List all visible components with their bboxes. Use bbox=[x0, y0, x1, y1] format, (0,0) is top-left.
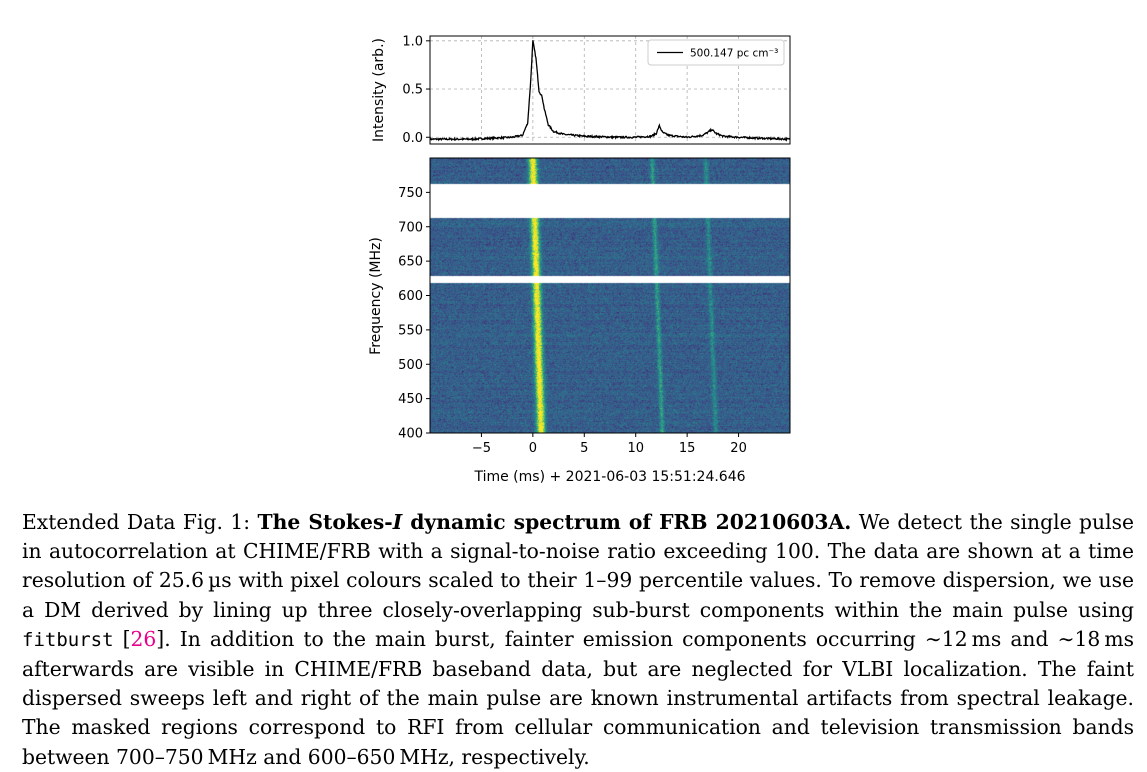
caption-label: Extended Data Fig. 1: bbox=[22, 510, 251, 534]
figure: 0.0 0.5 1.0 Intensity (arb.) 500.147 pc cm… bbox=[368, 34, 791, 485]
spectrum-x-tick-label: 15 bbox=[679, 441, 696, 456]
caption-body-2: . In addition to the main burst, fainter… bbox=[22, 626, 1135, 769]
spectrum-y-tick-label: 450 bbox=[398, 392, 423, 407]
spectrum-y-tick-label: 550 bbox=[398, 323, 423, 338]
figure-svg: 0.0 0.5 1.0 Intensity (arb.) 500.147 pc cm… bbox=[368, 34, 791, 485]
spectrum-y-tick-label: 700 bbox=[398, 220, 423, 235]
caption-title: The Stokes-I dynamic spectrum of FRB 202… bbox=[258, 510, 852, 534]
legend-entry: 500.147 pc cm⁻³ bbox=[690, 48, 778, 60]
profile-y-axis-label: Intensity (arb.) bbox=[371, 38, 387, 142]
spectrum-x-tick-label: 20 bbox=[730, 441, 747, 456]
profile-y-ticks: 0.0 0.5 1.0 bbox=[402, 34, 430, 146]
spectrum-x-tick-label: 0 bbox=[529, 441, 537, 456]
spectrum-y-tick-label: 500 bbox=[398, 358, 423, 373]
legend-box bbox=[647, 39, 785, 66]
caption-reference-link[interactable]: 26 bbox=[130, 626, 157, 651]
spectrum-x-ticks: −5 0 5 10 15 20 bbox=[472, 433, 747, 456]
caption-ref-open: [ bbox=[113, 626, 131, 651]
spectrum-x-tick-label: 10 bbox=[627, 441, 644, 456]
spectrum-y-tick-label: 400 bbox=[398, 427, 423, 442]
spectrum-y-tick-label: 650 bbox=[398, 255, 423, 270]
caption-title-prefix: The Stokes- bbox=[257, 510, 393, 534]
spectrum-x-tick-label: −5 bbox=[472, 441, 491, 456]
spectrum-y-axis-label: Frequency (MHz) bbox=[368, 237, 384, 355]
figure-caption: Extended Data Fig. 1: The Stokes-I dynam… bbox=[22, 508, 1134, 772]
dynamic-spectrum-heatmap bbox=[430, 158, 790, 433]
caption-ref-close: ] bbox=[156, 626, 165, 651]
profile-series-line bbox=[430, 40, 790, 142]
caption-title-italic: I bbox=[392, 510, 403, 534]
profile-legend: 500.147 pc cm⁻³ bbox=[647, 39, 785, 66]
caption-title-suffix: dynamic spectrum of FRB 20210603A. bbox=[402, 510, 852, 534]
caption-code: fitburst bbox=[22, 628, 114, 651]
caption-body-1: We detect the single pulse in autocorrel… bbox=[22, 510, 1134, 622]
pulse-profile-panel: 0.0 0.5 1.0 Intensity (arb.) 500.147 pc cm… bbox=[371, 34, 791, 146]
profile-y-tick-label: 0.5 bbox=[402, 83, 423, 98]
dynamic-spectrum-panel: −5 0 5 10 15 20 400 450 500 550 600 650 700 750 Time… bbox=[368, 157, 791, 485]
spectrum-y-tick-label: 750 bbox=[398, 186, 423, 201]
profile-y-tick-label: 1.0 bbox=[402, 34, 423, 49]
spectrum-y-tick-label: 600 bbox=[398, 289, 423, 304]
spectrum-x-axis-label: Time (ms) + 2021-06-03 15:51:24.646 bbox=[473, 469, 745, 485]
spectrum-x-tick-label: 5 bbox=[580, 441, 588, 456]
profile-y-tick-label: 0.0 bbox=[402, 131, 423, 146]
spectrum-y-ticks: 400 450 500 550 600 650 700 750 bbox=[398, 186, 430, 442]
profile-frame bbox=[429, 35, 791, 145]
